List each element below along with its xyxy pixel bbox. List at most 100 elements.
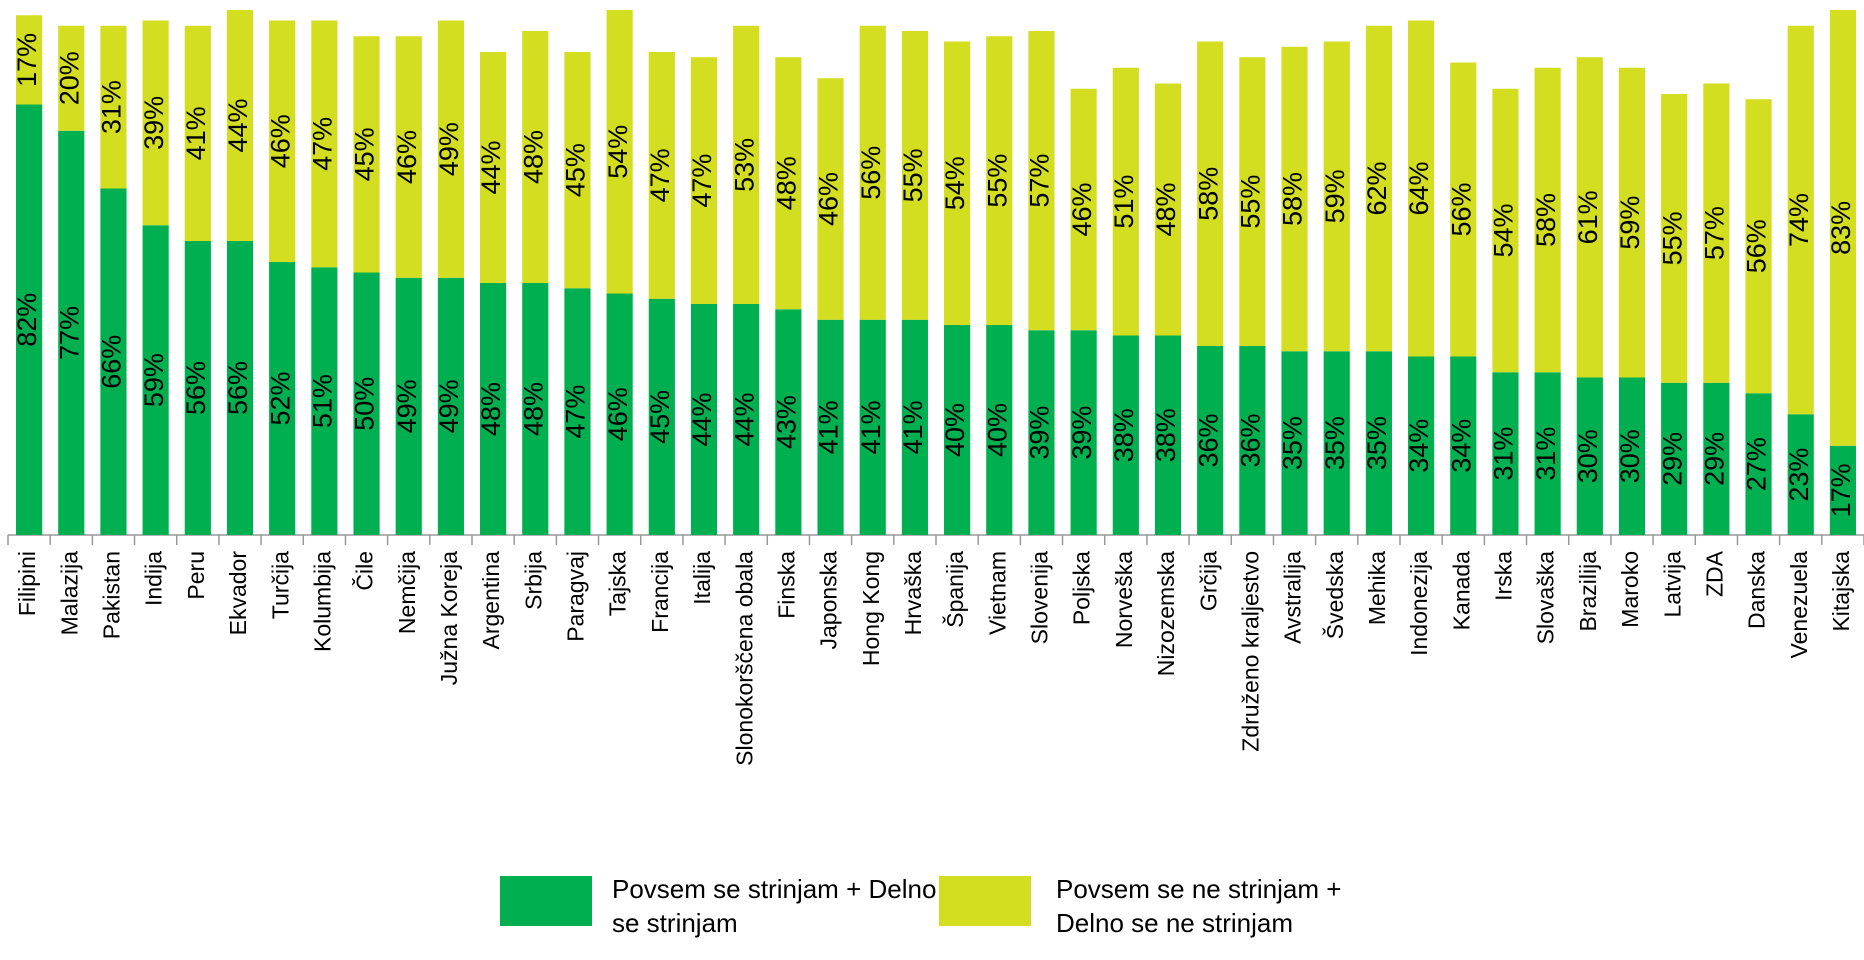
value-label: 41% [181, 106, 211, 160]
bar-segment [1703, 83, 1730, 383]
x-tick-label: Indonezija [1406, 551, 1432, 656]
bar-segment [1154, 83, 1182, 336]
value-label: 56% [1742, 219, 1772, 273]
value-label: 55% [1657, 211, 1687, 265]
bar-segment [817, 319, 844, 535]
x-tick-label: Latvija [1659, 551, 1685, 618]
x-tick-label: Grčija [1195, 551, 1221, 611]
bar-segment [1618, 377, 1646, 535]
value-label: 30% [1573, 429, 1603, 483]
bar-segment [1239, 57, 1266, 346]
value-label: 50% [350, 377, 380, 431]
bar-segment [1112, 335, 1139, 535]
value-label: 40% [940, 403, 970, 457]
value-label: 56% [181, 361, 211, 415]
value-label: 47% [645, 148, 675, 202]
bar-segment [1576, 377, 1603, 535]
value-label: 47% [687, 154, 717, 208]
value-label: 83% [1826, 201, 1856, 255]
value-label: 53% [729, 138, 759, 192]
x-tick-label: Španija [941, 551, 968, 628]
value-label: 38% [1151, 408, 1181, 462]
value-label: 57% [1025, 154, 1055, 208]
x-tick-label: ZDA [1701, 550, 1727, 597]
bar-segment [480, 283, 507, 535]
bar-segment [437, 277, 464, 535]
x-tick-label: Maroko [1617, 551, 1643, 628]
x-tick-label: Združeno kraljestvo [1237, 551, 1263, 752]
value-label: 56% [856, 146, 886, 200]
bar-segment [1450, 356, 1477, 535]
value-label: 30% [1615, 429, 1645, 483]
bar-segment [395, 277, 422, 535]
value-label: 40% [982, 403, 1012, 457]
value-label: 54% [603, 125, 633, 179]
bar-segment [1534, 67, 1561, 373]
value-label: 27% [1742, 437, 1772, 491]
value-label: 77% [54, 306, 84, 360]
bar-segment [986, 36, 1013, 325]
bar-segment [733, 304, 760, 535]
value-label: 46% [603, 387, 633, 441]
x-tick-label: Kolumbija [309, 551, 335, 652]
x-tick-label: Južna Koreja [436, 551, 462, 685]
bar-segment [353, 272, 380, 535]
legend-label-0: Povsem se strinjam + Delno se strinjam [612, 874, 937, 938]
bar-segment [1492, 372, 1519, 535]
bar-segment [1281, 351, 1308, 535]
value-label: 58% [1531, 193, 1561, 247]
bar-segment [1408, 20, 1435, 357]
bar-segment [733, 25, 760, 304]
bar-segment [1576, 57, 1603, 378]
bar-segment [16, 104, 43, 535]
value-label: 43% [771, 395, 801, 449]
bar-segment [311, 20, 338, 268]
bar-segment [901, 31, 928, 320]
value-label: 74% [1784, 193, 1814, 247]
value-label: 38% [1109, 408, 1139, 462]
value-label: 52% [265, 371, 295, 425]
value-label: 55% [898, 148, 928, 202]
bar-segment [1661, 94, 1688, 383]
value-label: 66% [97, 335, 127, 389]
value-label: 47% [561, 385, 591, 439]
value-label: 20% [54, 51, 84, 105]
value-label: 56% [1446, 182, 1476, 236]
bar-segment [58, 130, 85, 535]
value-label: 34% [1446, 419, 1476, 473]
bar-segment [100, 25, 127, 189]
value-label: 82% [12, 293, 42, 347]
bar-segment [690, 57, 718, 304]
value-label: 56% [223, 361, 253, 415]
x-tick-label: Irska [1491, 551, 1517, 601]
bar-segment [1365, 25, 1392, 352]
bar-segment [1028, 31, 1055, 331]
bar-segment [1661, 382, 1688, 535]
x-tick-label: Slovaška [1533, 551, 1559, 645]
value-label: 31% [97, 80, 127, 134]
x-tick-label: Tajska [605, 551, 631, 616]
x-tick-label: Hong Kong [858, 551, 884, 666]
x-tick-label: Malazija [56, 551, 82, 636]
x-tick-label: Švedska [1321, 551, 1348, 639]
value-label: 58% [1193, 167, 1223, 221]
value-label: 39% [1025, 406, 1055, 460]
x-tick-label: Peru [183, 551, 209, 600]
x-tick-label: Italija [689, 551, 715, 605]
bar-segment [1829, 10, 1856, 446]
value-label: 51% [307, 374, 337, 428]
value-label: 48% [476, 382, 506, 436]
bar-segment [226, 241, 254, 535]
bar-segment [395, 36, 422, 278]
x-tick-label: Hrvaška [900, 551, 926, 636]
x-tick-label: Turčija [267, 551, 293, 619]
legend-label-1: Povsem se ne strinjam + Delno se ne stri… [1056, 874, 1342, 938]
value-label: 62% [1362, 161, 1392, 215]
bar-segment [269, 262, 296, 535]
x-tick-label: Slonokorščena obala [731, 551, 757, 766]
bar-segment [606, 10, 633, 294]
bar-segment [480, 52, 507, 283]
x-tick-label: Nizozemska [1153, 551, 1179, 676]
value-label: 44% [223, 98, 253, 152]
